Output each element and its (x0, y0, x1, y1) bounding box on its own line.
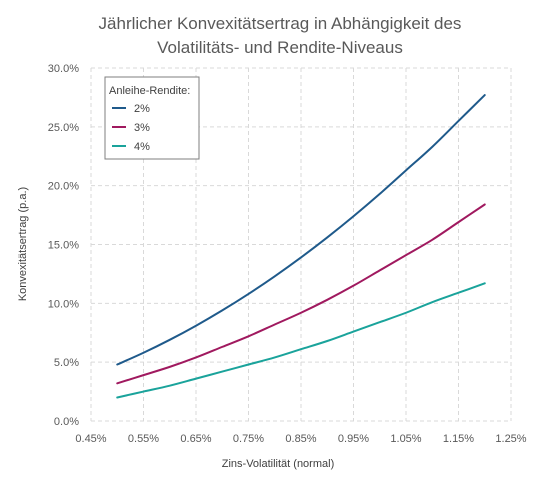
legend-entry: 2% (134, 103, 150, 115)
x-tick-label: 1.25% (495, 433, 526, 445)
legend-title: Anleihe-Rendite: (109, 85, 190, 97)
x-tick-label: 1.05% (390, 433, 421, 445)
tick-labels: 0.0% 5.0% 10.0% 15.0% 20.0% 25.0% 30.0% 0.45% 0.… (48, 63, 527, 445)
series-lines (116, 94, 486, 399)
series-line-1 (116, 94, 486, 366)
legend-entry: 4% (134, 141, 150, 153)
x-tick-label: 0.55% (128, 433, 159, 445)
chart-title-line-1: Jährlicher Konvexitätsertrag in Abhängig… (99, 14, 462, 33)
x-tick-label: 0.95% (338, 433, 369, 445)
chart-title-line-2: Volatilitäts- und Rendite-Niveaus (157, 38, 403, 57)
y-tick-label: 30.0% (48, 63, 79, 75)
series-line-3 (116, 282, 486, 399)
x-tick-label: 0.85% (285, 433, 316, 445)
y-tick-label: 0.0% (54, 416, 79, 428)
y-tick-label: 5.0% (54, 357, 79, 369)
y-tick-label: 20.0% (48, 181, 79, 193)
y-tick-label: 25.0% (48, 122, 79, 134)
x-tick-label: 0.75% (233, 433, 264, 445)
legend: Anleihe-Rendite: 2% 3% 4% (104, 76, 200, 160)
x-tick-label: 0.65% (180, 433, 211, 445)
y-axis-label: Konvexitätsertrag (p.a.) (17, 187, 29, 301)
x-axis-label: Zins-Volatilität (normal) (222, 458, 334, 470)
x-tick-label: 0.45% (75, 433, 106, 445)
series-line-2 (116, 203, 486, 385)
legend-items: 2% 3% 4% (112, 103, 150, 153)
legend-entry: 3% (134, 122, 150, 134)
y-tick-label: 15.0% (48, 240, 79, 252)
x-tick-label: 1.15% (443, 433, 474, 445)
y-tick-label: 10.0% (48, 298, 79, 310)
